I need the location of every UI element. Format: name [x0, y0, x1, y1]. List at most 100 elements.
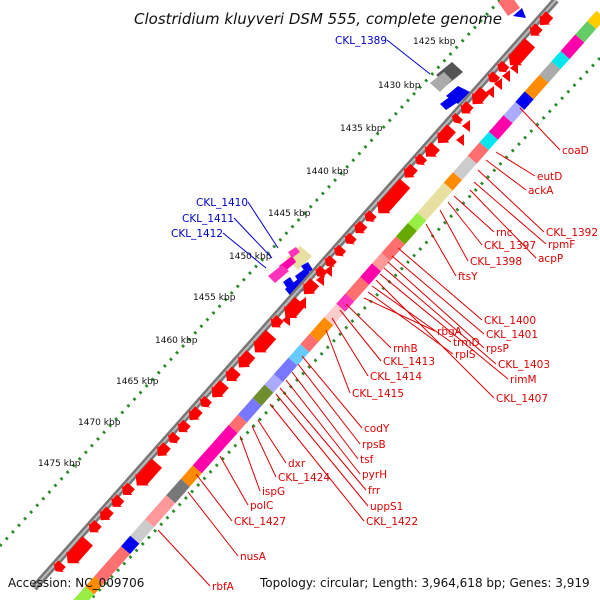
forward-gene-arrow[interactable] — [53, 560, 66, 573]
forward-gene-arrow[interactable] — [437, 124, 456, 144]
forward-gene-arrow[interactable] — [451, 113, 463, 124]
gene-label-red[interactable]: CKL_1403 — [498, 359, 550, 371]
forward-gene-arrow[interactable] — [414, 153, 428, 166]
forward-gene-arrow[interactable] — [199, 395, 212, 408]
forward-gene-arrow[interactable] — [211, 380, 229, 398]
gene-label-red[interactable]: ispG — [262, 486, 285, 498]
forward-gene-arrow[interactable] — [238, 350, 256, 368]
gene-label-red[interactable]: rpmF — [548, 239, 575, 251]
gene-label-red[interactable]: ackA — [528, 185, 554, 197]
gene-label-red[interactable]: coaD — [562, 145, 589, 157]
gene-label-red[interactable]: rpsP — [486, 343, 509, 355]
forward-gene-arrow[interactable] — [487, 71, 501, 83]
cog-segment — [237, 398, 262, 423]
gene-label-red[interactable]: CKL_1415 — [352, 388, 404, 400]
reverse-gene-cluster-1[interactable] — [430, 0, 526, 110]
forward-gene-arrow[interactable] — [424, 142, 440, 157]
gene-label-red[interactable]: rplS — [455, 349, 476, 361]
gene-label-red[interactable]: rbfA — [212, 581, 235, 593]
forward-gene-arrow[interactable] — [460, 101, 474, 114]
leader-line — [379, 273, 509, 380]
forward-gene-arrow[interactable] — [502, 70, 510, 82]
gene-label-red[interactable]: pyrH — [362, 469, 387, 481]
gene-label-red[interactable]: CKL_1414 — [370, 371, 422, 383]
forward-gene-arrow[interactable] — [404, 163, 418, 178]
forward-gene-arrow[interactable] — [324, 265, 332, 277]
cog-segment — [156, 495, 176, 514]
gene-label-red[interactable]: tsf — [360, 454, 374, 466]
forward-gene-arrow[interactable] — [508, 38, 536, 66]
forward-gene-arrow[interactable] — [303, 278, 320, 295]
forward-gene-arrow[interactable] — [177, 419, 191, 433]
forward-gene-arrow[interactable] — [66, 536, 93, 564]
gene-label-red[interactable]: CKL_1398 — [470, 256, 522, 268]
forward-gene-arrow[interactable] — [121, 482, 135, 495]
gene-label-red[interactable]: CKL_1401 — [486, 329, 538, 341]
gene-label-red[interactable]: rimM — [510, 374, 537, 386]
cog-segment — [309, 317, 334, 342]
gene-label-red[interactable]: polC — [250, 500, 273, 512]
gene-label-red[interactable]: rpsB — [362, 439, 386, 451]
forward-gene-arrow[interactable] — [333, 244, 347, 257]
leader-line — [473, 181, 547, 245]
forward-gene-arrow[interactable] — [253, 329, 277, 353]
forward-gene-arrow[interactable] — [462, 120, 470, 132]
forward-gene-arrow[interactable] — [539, 11, 554, 26]
forward-gene-arrow[interactable] — [456, 134, 464, 146]
gene-label-blue[interactable]: CKL_1389 — [335, 35, 387, 47]
forward-gene-arrow[interactable] — [88, 520, 102, 533]
tick-label: 1470 kbp — [78, 418, 121, 428]
forward-gene-arrow[interactable] — [167, 431, 181, 444]
gene-label-red[interactable]: CKL_1392 — [546, 227, 598, 239]
leader-line — [485, 159, 527, 191]
forward-gene-arrow[interactable] — [497, 60, 510, 73]
gene-label-red[interactable]: CKL_1422 — [366, 516, 418, 528]
forward-gene-arrow[interactable] — [135, 458, 162, 486]
forward-gene-arrow[interactable] — [354, 220, 368, 234]
gene-label-red[interactable]: CKL_1424 — [278, 472, 330, 484]
forward-gene-arrow[interactable] — [344, 232, 357, 245]
forward-gene-arrow[interactable] — [225, 366, 241, 382]
gene-label-red[interactable]: CKL_1397 — [484, 240, 536, 252]
forward-gene-arrow[interactable] — [157, 442, 171, 456]
forward-gene-arrow[interactable] — [298, 297, 306, 309]
forward-gene-arrow[interactable] — [316, 274, 324, 286]
gene-label-red[interactable]: frr — [368, 485, 381, 497]
tick-label: 1430 kbp — [378, 81, 421, 91]
forward-gene-arrow[interactable] — [377, 178, 411, 214]
forward-gene-arrow[interactable] — [270, 315, 284, 328]
forward-gene-arrow[interactable] — [100, 506, 114, 521]
gene-label-red[interactable]: CKL_1400 — [484, 315, 536, 327]
gene-label-red[interactable]: eutD — [537, 171, 562, 183]
leader-line — [195, 473, 233, 522]
forward-gene-arrow[interactable] — [529, 23, 543, 36]
gene-label-red[interactable]: dxr — [288, 458, 306, 470]
forward-gene-arrow[interactable] — [189, 406, 203, 421]
forward-gene-arrow[interactable] — [111, 494, 125, 508]
forward-gene-track[interactable] — [53, 11, 554, 573]
forward-gene-arrow[interactable] — [364, 210, 377, 222]
gene-label-red[interactable]: ftsY — [458, 271, 478, 283]
gene-label-red[interactable]: rbgA — [437, 326, 463, 338]
forward-gene-arrow[interactable] — [315, 265, 328, 278]
forward-gene-arrow[interactable] — [324, 255, 337, 267]
gene-label-red[interactable]: CKL_1407 — [496, 393, 548, 405]
gene-label-blue[interactable]: CKL_1411 — [182, 213, 234, 225]
gene-label-red[interactable]: codY — [364, 423, 390, 435]
forward-gene-arrow[interactable] — [494, 78, 502, 90]
gene-label-red[interactable]: acpP — [538, 253, 563, 265]
cog-segment — [324, 303, 346, 326]
gene-label-red[interactable]: nusA — [240, 551, 267, 563]
gene-label-red[interactable]: uppS1 — [370, 501, 403, 513]
forward-gene-arrow[interactable] — [472, 86, 490, 105]
forward-gene-arrow[interactable] — [510, 62, 518, 74]
gene-label-red[interactable]: CKL_1413 — [383, 356, 435, 368]
gene-label-blue[interactable]: CKL_1412 — [171, 228, 223, 240]
forward-gene-arrow[interactable] — [486, 86, 494, 98]
gene-label-red[interactable]: CKL_1427 — [234, 516, 286, 528]
gene-label-blue[interactable]: CKL_1410 — [196, 197, 248, 209]
forward-gene-arrow[interactable] — [282, 314, 290, 326]
gene-label-red[interactable]: rnhB — [393, 343, 418, 355]
gene-label-red[interactable]: rnc — [496, 227, 513, 239]
gene-label-red[interactable]: trmD — [453, 337, 480, 349]
